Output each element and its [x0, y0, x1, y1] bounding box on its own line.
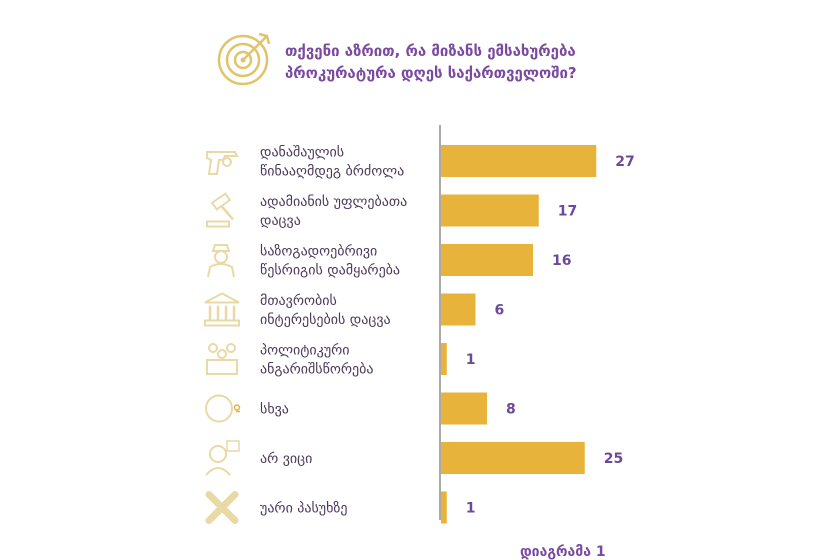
- bar: [441, 145, 597, 177]
- government-building-icon: [204, 292, 240, 327]
- category-label-line: ინტერესების დაცვა: [260, 311, 391, 328]
- category-label-line: უარი პასუხზე: [260, 500, 348, 517]
- chart-title-line-1: თქვენი აზრით, რა მიზანს ემსახურება: [285, 42, 576, 60]
- cross-icon: [205, 491, 239, 524]
- other-icon: [205, 394, 241, 423]
- category-label: პოლიტიკური ანგარიშსწორება: [260, 342, 373, 378]
- category-label-line: დანაშაულის: [260, 145, 344, 161]
- value-label: 17: [558, 204, 577, 220]
- bar: [441, 244, 533, 276]
- question-person-icon: [205, 440, 240, 476]
- title-block: თქვენი აზრით, რა მიზანს ემსახურება პროკუ…: [215, 28, 635, 98]
- category-label-line: პოლიტიკური: [260, 342, 350, 359]
- category-label-line: არ ვიცი: [260, 450, 312, 467]
- chart-row-8: უარი პასუხზე 1: [205, 491, 476, 524]
- category-label: სხვა: [260, 402, 289, 418]
- bar: [441, 442, 585, 474]
- target-icon: [217, 32, 271, 86]
- bar: [441, 194, 539, 227]
- chart-title-line-2: პროკურატურა დღეს საქართველოში?: [285, 64, 577, 82]
- category-label: უარი პასუხზე: [260, 500, 348, 517]
- category-label-line: ანგარიშსწორება: [260, 361, 373, 378]
- police-officer-icon: [207, 244, 235, 278]
- gavel-icon: [206, 192, 234, 228]
- chart-row-5: პოლიტიკური ანგარიშსწორება 1: [206, 342, 476, 378]
- category-label-line: მთავრობის: [260, 292, 337, 309]
- category-label-line: ადამიანის უფლებათა: [260, 194, 407, 210]
- value-label: 16: [552, 253, 571, 269]
- bar: [441, 293, 476, 326]
- gun-icon: [206, 151, 239, 175]
- value-label: 27: [615, 154, 634, 170]
- bar: [441, 392, 487, 425]
- category-label-line: წინააღმდეგ ბრძოლა: [260, 163, 404, 180]
- category-label: მთავრობის ინტერესების დაცვა: [260, 292, 391, 328]
- chart-row-6: სხვა 8: [205, 392, 516, 425]
- value-label: 1: [466, 501, 476, 517]
- bar: [441, 491, 447, 524]
- chart-row-1: დანაშაულის წინააღმდეგ ბრძოლა 27: [206, 145, 635, 180]
- category-label-line: საზოგადოებრივი: [260, 243, 377, 260]
- chart-row-2: ადამიანის უფლებათა დაცვა 17: [206, 192, 577, 229]
- chart-row-7: არ ვიცი 25: [205, 440, 623, 476]
- value-label: 6: [495, 303, 505, 319]
- value-label: 1: [466, 352, 476, 368]
- figure-caption: დიაგრამა 1: [520, 544, 606, 560]
- category-label: დანაშაულის წინააღმდეგ ბრძოლა: [260, 145, 404, 180]
- value-label: 8: [506, 402, 516, 418]
- courtroom-icon: [206, 343, 238, 375]
- category-label-line: დაცვა: [260, 213, 301, 229]
- category-label: საზოგადოებრივი წესრიგის დამყარება: [260, 243, 400, 279]
- value-label: 25: [604, 451, 623, 467]
- chart-row-4: მთავრობის ინტერესების დაცვა 6: [204, 292, 505, 328]
- chart-rows: დანაშაულის წინააღმდეგ ბრძოლა 27 ადამიანის უ…: [204, 145, 635, 524]
- chart-row-3: საზოგადოებრივი წესრიგის დამყარება 16: [207, 243, 571, 279]
- category-label-line: წესრიგის დამყარება: [260, 262, 400, 279]
- category-label: ადამიანის უფლებათა დაცვა: [260, 194, 407, 229]
- category-label-line: სხვა: [260, 402, 289, 418]
- category-label: არ ვიცი: [260, 450, 312, 467]
- bar: [441, 343, 447, 375]
